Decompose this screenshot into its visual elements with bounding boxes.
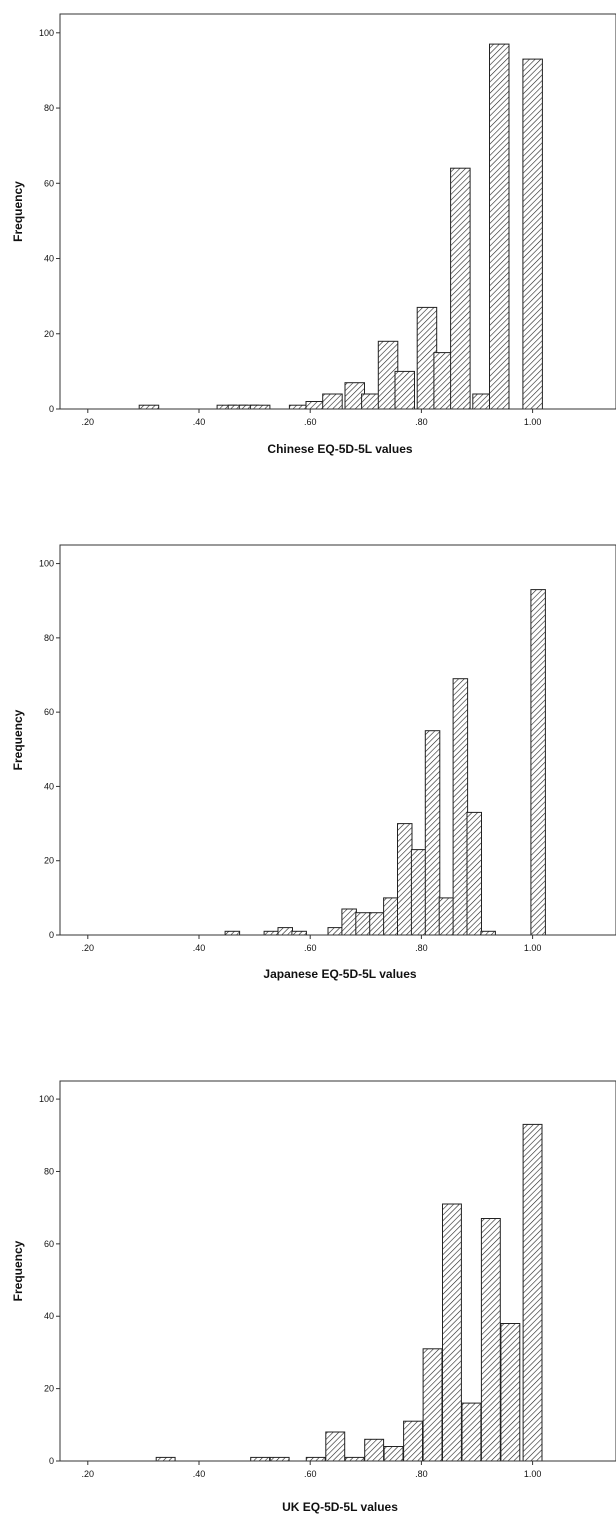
- x-tick-label: .40: [193, 417, 206, 427]
- histogram-bar: [500, 1323, 521, 1462]
- histogram-bar: [364, 1438, 385, 1462]
- histogram-bar: [305, 1456, 326, 1462]
- histogram-bar: [461, 1402, 482, 1462]
- y-tick-label: 100: [39, 1094, 54, 1104]
- histogram-bar: [422, 1348, 443, 1462]
- histogram-bar: [341, 908, 357, 936]
- x-tick-label: .20: [82, 943, 95, 953]
- y-tick-label: 80: [44, 1166, 54, 1176]
- plot-frame: [59, 544, 616, 936]
- histogram-bar: [450, 167, 471, 410]
- y-tick-label: 40: [44, 254, 54, 264]
- x-tick-label: .80: [415, 417, 428, 427]
- y-tick-label: 20: [44, 329, 54, 339]
- x-tick-label: .40: [193, 943, 206, 953]
- y-axis-title: Frequency: [11, 181, 25, 242]
- y-tick-label: 20: [44, 856, 54, 866]
- histogram-bar: [277, 927, 293, 936]
- histogram-bar: [269, 1456, 290, 1462]
- histogram-bar: [452, 678, 469, 936]
- y-tick-label: 80: [44, 633, 54, 643]
- x-tick-label: .40: [193, 1469, 206, 1479]
- x-tick-label: .20: [82, 417, 95, 427]
- histogram-bar: [155, 1456, 176, 1462]
- y-tick-label: 0: [49, 1456, 54, 1466]
- y-tick-label: 60: [44, 1239, 54, 1249]
- plot-frame: [59, 13, 616, 410]
- histogram-panel: 0 20 40 60 80 100 .20 .40 .60 .80 1.00 Japanese EQ-…: [11, 544, 616, 981]
- histogram-bar: [138, 404, 160, 410]
- y-tick-label: 60: [44, 707, 54, 717]
- histogram-bar: [438, 897, 455, 936]
- histogram-bar: [383, 897, 399, 936]
- histogram-bar: [442, 1203, 462, 1462]
- histogram-bar: [530, 589, 546, 936]
- histogram-bar: [249, 404, 271, 410]
- y-tick-label: 100: [39, 28, 54, 38]
- histogram-bar: [263, 930, 280, 936]
- x-axis-title: UK EQ-5D-5L values: [282, 1500, 398, 1514]
- histogram-bar: [383, 1446, 404, 1462]
- histogram-bar: [480, 930, 496, 936]
- x-tick-label: .80: [415, 943, 428, 953]
- x-tick-label: .60: [304, 943, 317, 953]
- histogram-bar: [327, 927, 343, 936]
- y-tick-label: 0: [49, 404, 54, 414]
- x-axis-title: Chinese EQ-5D-5L values: [267, 442, 412, 456]
- y-tick-label: 40: [44, 1311, 54, 1321]
- histogram-bar: [291, 930, 307, 936]
- histogram-bar: [322, 393, 343, 410]
- histogram-bar: [424, 730, 441, 936]
- x-tick-label: .20: [82, 1469, 95, 1479]
- x-tick-label: .80: [415, 1469, 428, 1479]
- y-tick-label: 0: [49, 930, 54, 940]
- histogram-bar: [522, 1123, 543, 1462]
- y-axis-title: Frequency: [11, 709, 25, 770]
- histogram-bar: [394, 370, 415, 410]
- plot-frame: [59, 1080, 616, 1462]
- x-tick-label: 1.00: [524, 1469, 542, 1479]
- histogram-panel: 0 20 40 60 80 100 .20 .40 .60 .80 1.00 UK EQ-5D-5L …: [11, 1080, 616, 1514]
- histogram-bar: [369, 912, 385, 936]
- y-tick-label: 40: [44, 781, 54, 791]
- histogram-bar: [522, 58, 543, 410]
- histogram-bar: [397, 823, 413, 936]
- histogram-bar: [480, 1218, 501, 1462]
- x-tick-label: 1.00: [524, 943, 542, 953]
- x-tick-label: 1.00: [524, 417, 542, 427]
- histogram-bar: [489, 43, 510, 410]
- histogram-bar: [355, 912, 371, 936]
- y-tick-label: 80: [44, 103, 54, 113]
- histogram-bar: [466, 811, 482, 936]
- histogram-bar: [250, 1456, 271, 1462]
- histogram-panel: 0 20 40 60 80 100 .20 .40 .60 .80 1.00 Chinese EQ-5…: [11, 13, 616, 456]
- x-axis-title: Japanese EQ-5D-5L values: [263, 967, 417, 981]
- x-tick-label: .60: [304, 417, 317, 427]
- y-tick-label: 100: [39, 559, 54, 569]
- histogram-bar: [224, 930, 241, 936]
- histogram-bar: [344, 1456, 365, 1462]
- histogram-bar: [410, 849, 427, 936]
- histogram-bar: [325, 1431, 346, 1462]
- y-axis-title: Frequency: [11, 1240, 25, 1301]
- x-tick-label: .60: [304, 1469, 317, 1479]
- y-tick-label: 20: [44, 1384, 54, 1394]
- histogram-bar: [403, 1420, 424, 1462]
- y-tick-label: 60: [44, 178, 54, 188]
